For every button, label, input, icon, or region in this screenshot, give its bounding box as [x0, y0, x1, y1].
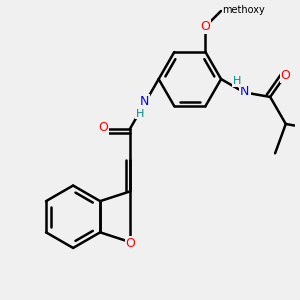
- Text: N: N: [140, 95, 149, 108]
- Text: methoxy: methoxy: [223, 5, 265, 15]
- Text: O: O: [98, 121, 108, 134]
- Text: H: H: [233, 76, 242, 86]
- Text: O: O: [126, 237, 136, 250]
- Text: O: O: [200, 20, 210, 33]
- Text: H: H: [136, 109, 144, 118]
- Text: N: N: [240, 85, 250, 98]
- Text: O: O: [281, 69, 291, 82]
